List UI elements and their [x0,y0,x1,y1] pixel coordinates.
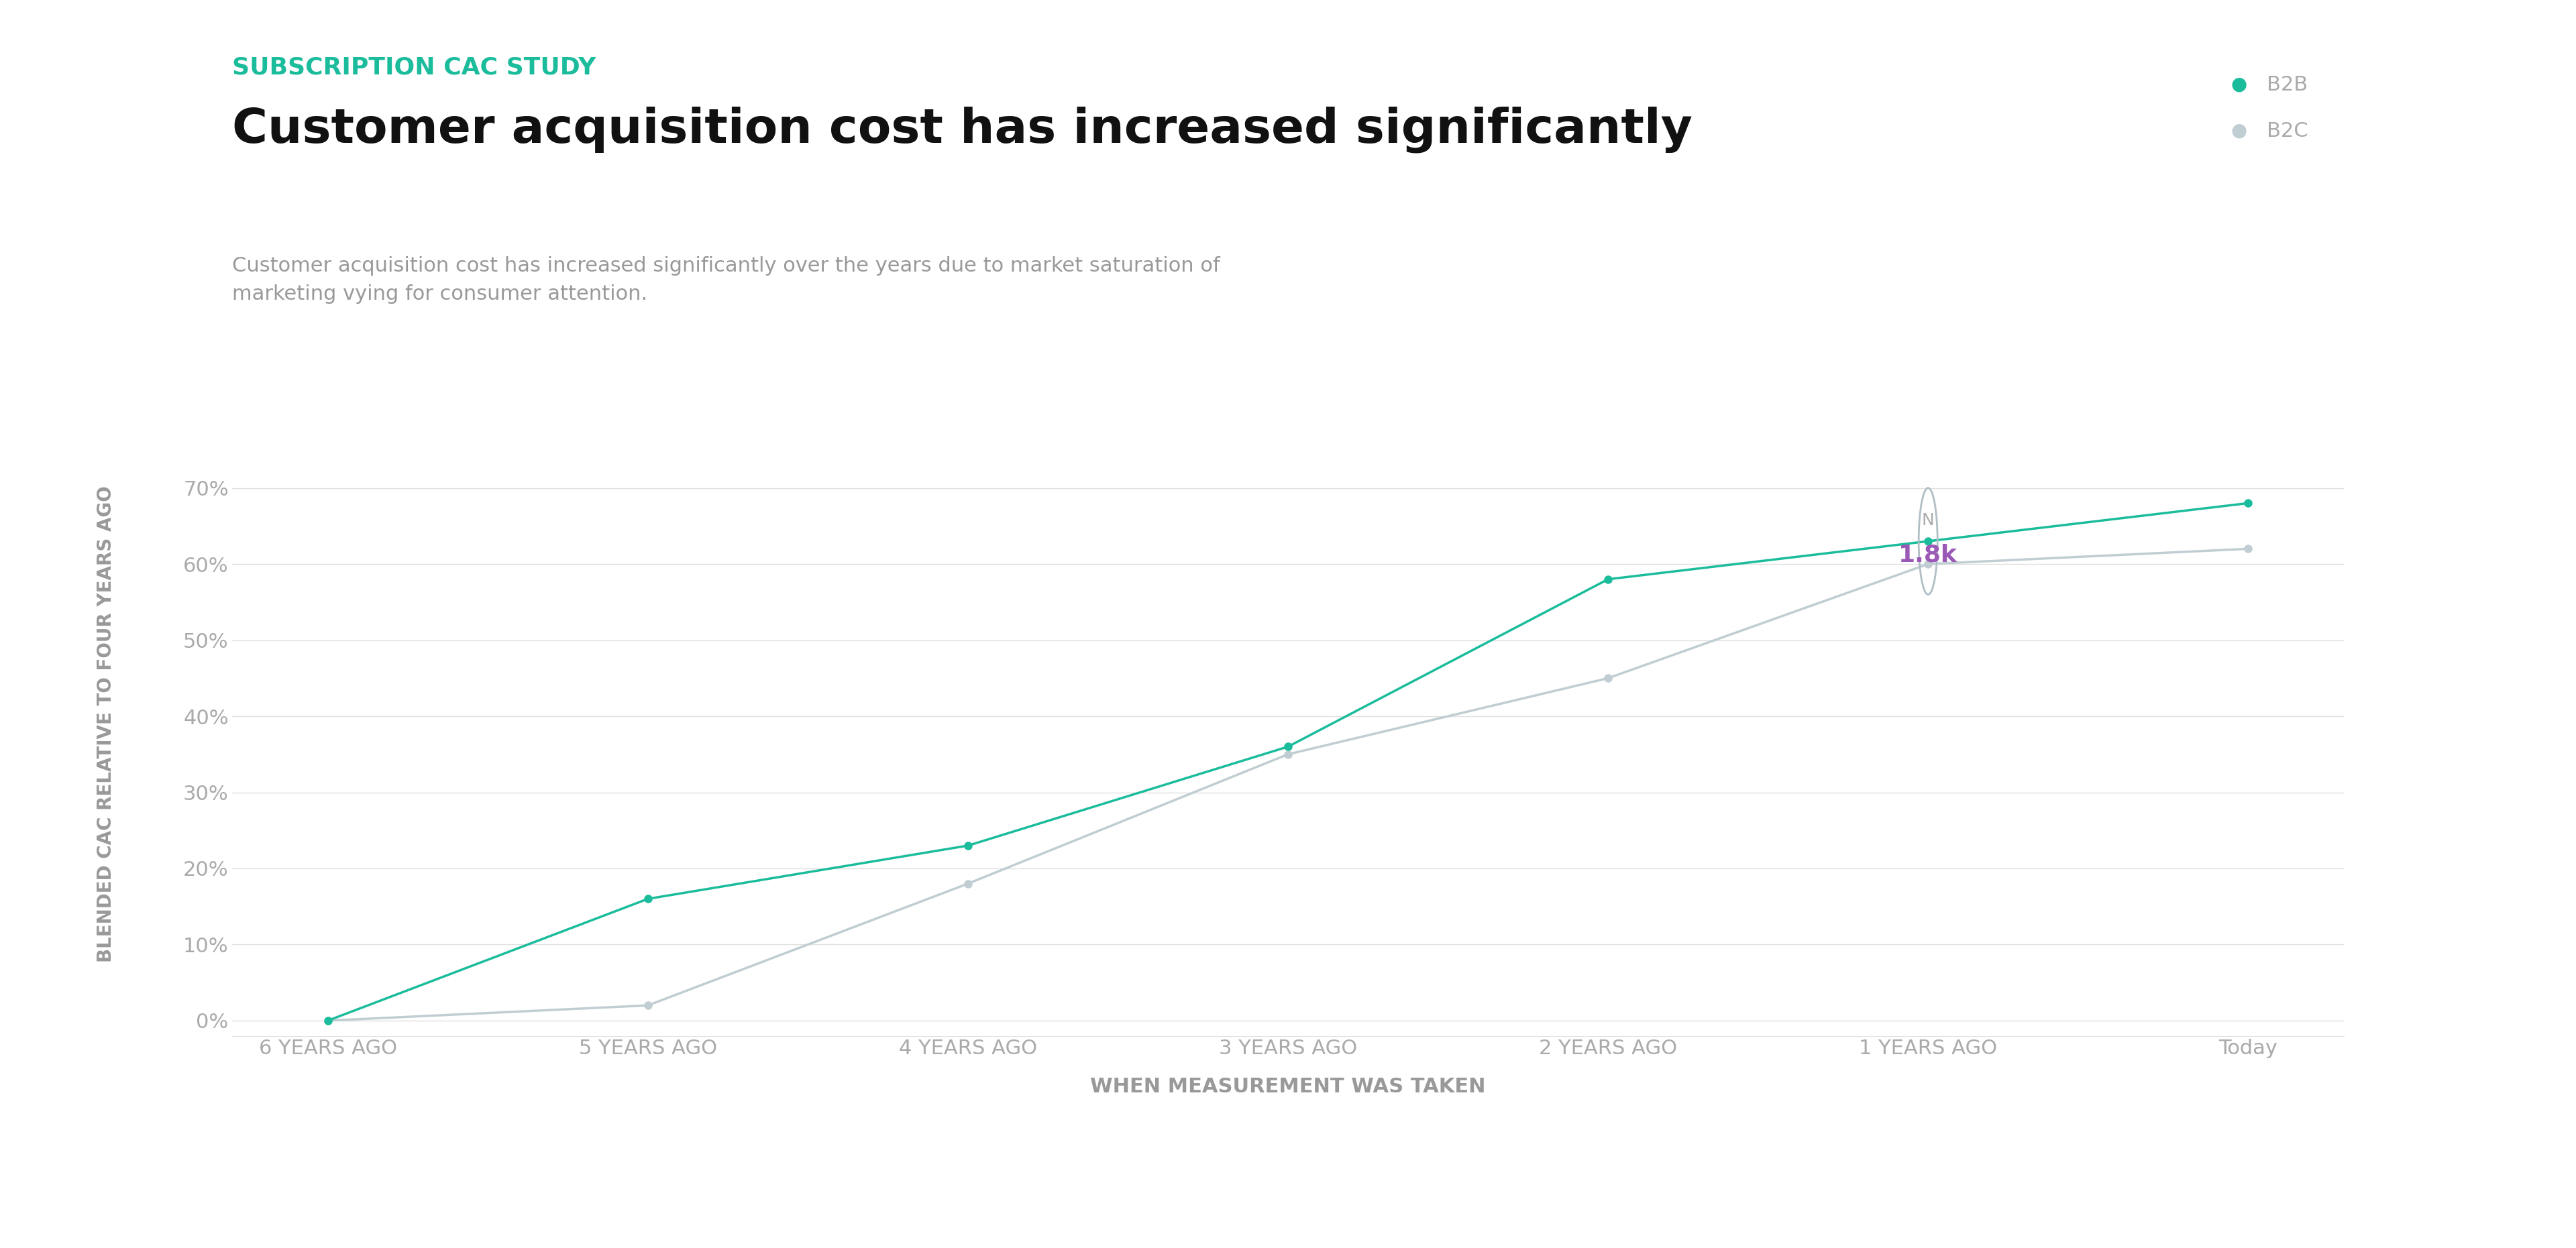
B2C [1911,557,1942,572]
Text: N: N [1922,513,1935,529]
Text: Customer acquisition cost has increased significantly: Customer acquisition cost has increased … [232,106,1692,152]
Text: Customer acquisition cost has increased significantly over the years due to mark: Customer acquisition cost has increased … [232,256,1218,305]
B2C [953,876,984,891]
Text: B2C: B2C [2267,121,2308,141]
B2C [312,1013,343,1028]
B2B [1273,739,1303,754]
Line: B2C: B2C [325,545,2251,1025]
B2B [1911,534,1942,549]
B2B [1592,572,1623,587]
B2C [2233,542,2264,557]
Text: ●: ● [2231,75,2246,94]
B2C [634,998,665,1013]
Text: B2B: B2B [2267,75,2308,95]
Text: SUBSCRIPTION CAC STUDY: SUBSCRIPTION CAC STUDY [232,56,595,79]
Line: B2B: B2B [325,499,2251,1025]
B2B [312,1013,343,1028]
B2B [953,839,984,854]
B2C [1592,670,1623,685]
B2C [1273,746,1303,761]
B2B [634,891,665,906]
X-axis label: WHEN MEASUREMENT WAS TAKEN: WHEN MEASUREMENT WAS TAKEN [1090,1077,1486,1097]
B2B [2233,495,2264,510]
Text: 1.8k: 1.8k [1899,543,1958,567]
Y-axis label: BLENDED CAC RELATIVE TO FOUR YEARS AGO: BLENDED CAC RELATIVE TO FOUR YEARS AGO [98,485,116,962]
Text: ●: ● [2231,121,2246,140]
